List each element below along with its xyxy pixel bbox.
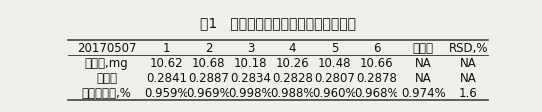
- Text: 表1   胶体果胶铋原料药重复性测定结果: 表1 胶体果胶铋原料药重复性测定结果: [200, 16, 356, 30]
